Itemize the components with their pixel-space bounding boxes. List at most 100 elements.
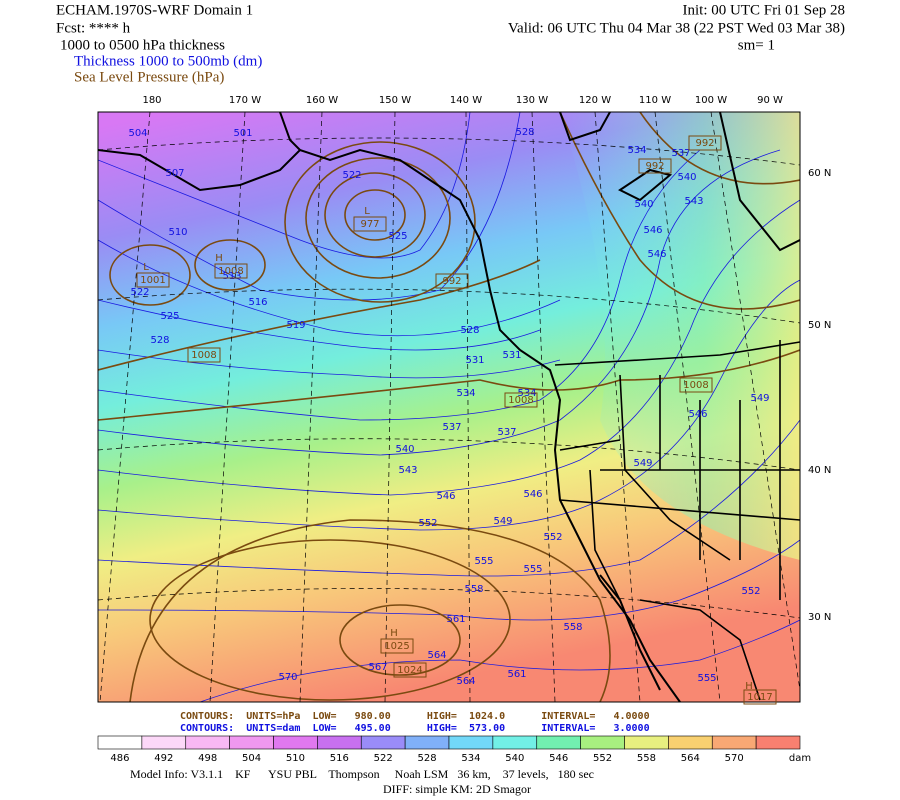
pressure-label: 1017 <box>747 692 772 703</box>
latitude-label: 50 N <box>808 320 831 331</box>
longitude-label: 160 W <box>306 95 338 106</box>
thickness-label: 537 <box>442 422 461 433</box>
field-name: 1000 to 0500 hPa thickness <box>60 37 225 53</box>
colorbar-label: 510 <box>286 753 305 764</box>
thickness-label: 525 <box>388 231 407 242</box>
thickness-label: 546 <box>688 409 707 420</box>
colorbar-box <box>141 735 187 750</box>
colorbar-label: 522 <box>374 753 393 764</box>
longitude-label: 180 <box>142 95 161 106</box>
thickness-label: 516 <box>248 297 267 308</box>
thickness-label: 552 <box>741 586 760 597</box>
borders <box>554 340 800 701</box>
thickness-label: 555 <box>474 556 493 567</box>
thickness-label: 510 <box>168 227 187 238</box>
pressure-label-box <box>688 135 722 151</box>
coastlines <box>98 112 800 702</box>
thickness-label: 561 <box>507 669 526 680</box>
thickness-label: 537 <box>497 427 516 438</box>
thickness-label: 558 <box>464 584 483 595</box>
colorbar-label: 516 <box>330 753 349 764</box>
pressure-center: H <box>745 681 753 692</box>
map-frame <box>97 111 801 703</box>
pressure-label-box <box>136 272 170 288</box>
longitude-label: 150 W <box>379 95 411 106</box>
valid-time: Valid: 06 UTC Thu 04 Mar 38 (22 PST Wed … <box>508 20 845 36</box>
thickness-label: 549 <box>633 458 652 469</box>
colorbar-box <box>624 735 669 750</box>
colorbar-box <box>492 735 538 750</box>
thickness-label: 552 <box>543 532 562 543</box>
thickness-contour-info: CONTOURS: UNITS=dam LOW= 495.00 HIGH= 57… <box>180 723 650 734</box>
thickness-label: 567 <box>368 662 387 673</box>
longitude-label: 100 W <box>695 95 727 106</box>
thickness-label: 534 <box>456 388 475 399</box>
longitude-label: 170 W <box>229 95 261 106</box>
thickness-label: 543 <box>684 196 703 207</box>
colorbar-box <box>185 735 230 750</box>
longitude-label: 130 W <box>516 95 548 106</box>
thickness-label: 549 <box>493 516 512 527</box>
thickness-label: 519 <box>286 320 305 331</box>
pressure-label-box <box>679 377 713 393</box>
pressure-label: 992 <box>442 276 461 287</box>
colorbar-units: dam <box>789 753 811 764</box>
colorbar-box <box>755 735 801 750</box>
pressure-label: 1008 <box>191 350 216 361</box>
thickness-label: 528 <box>515 127 534 138</box>
colorbar-label: 498 <box>198 753 217 764</box>
colorbar-box <box>273 735 318 750</box>
thickness-label: 558 <box>563 622 582 633</box>
thickness-label: 528 <box>460 325 479 336</box>
thickness-label: 531 <box>465 355 484 366</box>
pressure-label: 977 <box>360 219 379 230</box>
colorbar-label: 552 <box>593 753 612 764</box>
thickness-legend: Thickness 1000 to 500mb (dm) <box>74 53 262 69</box>
pressure-center: L <box>364 206 370 217</box>
thickness-label: 540 <box>395 444 414 455</box>
init-time: Init: 00 UTC Fri 01 Sep 28 <box>682 2 845 18</box>
thickness-label: 522 <box>342 170 361 181</box>
pressure-label-box <box>214 263 248 279</box>
pressure-center: H <box>390 628 398 639</box>
longitude-label: 110 W <box>639 95 671 106</box>
thickness-label: 546 <box>647 249 666 260</box>
pressure-label-box <box>435 273 469 289</box>
slp-legend: Sea Level Pressure (hPa) <box>74 69 224 85</box>
thickness-label: 546 <box>643 225 662 236</box>
slp-contour-info: CONTOURS: UNITS=hPa LOW= 980.00 HIGH= 10… <box>180 711 650 722</box>
pressure-label-box <box>353 216 387 232</box>
smoothing: sm= 1 <box>738 37 775 53</box>
pressure-label-box <box>504 392 538 408</box>
thickness-label: 540 <box>677 172 696 183</box>
colorbar-box <box>97 735 143 750</box>
colorbar-box <box>536 735 581 750</box>
map-area <box>98 112 800 702</box>
pressure-center: H <box>215 253 223 264</box>
title: ECHAM.1970S-WRF Domain 1 <box>56 2 253 18</box>
thickness-label: 564 <box>427 650 446 661</box>
pressure-label: 1001 <box>140 275 165 286</box>
thickness-label: 504 <box>128 128 147 139</box>
colorbar-box <box>229 735 274 750</box>
colorbar-label: 540 <box>505 753 524 764</box>
thickness-label: 534 <box>627 145 646 156</box>
pressure-label: 1008 <box>508 395 533 406</box>
colorbar-box <box>317 735 362 750</box>
colorbar-box <box>448 735 494 750</box>
diff-info: DIFF: simple KM: 2D Smagor <box>383 782 531 796</box>
latitude-label: 60 N <box>808 168 831 179</box>
colorbar-box <box>404 735 450 750</box>
longitude-label: 90 W <box>757 95 783 106</box>
pressure-label: 1024 <box>397 665 422 676</box>
colorbar-box <box>668 735 713 750</box>
colorbar-label: 492 <box>154 753 173 764</box>
thickness-label: 537 <box>671 148 690 159</box>
graticule <box>98 112 800 702</box>
colorbar-box <box>711 735 757 750</box>
thickness-label: 561 <box>446 614 465 625</box>
pressure-label: 1008 <box>218 266 243 277</box>
pressure-label-box <box>187 347 221 363</box>
latitude-label: 30 N <box>808 612 831 623</box>
